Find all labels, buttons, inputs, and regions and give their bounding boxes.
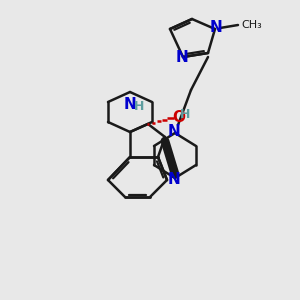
Text: N: N (168, 124, 180, 139)
Text: N: N (210, 20, 222, 35)
Text: O: O (172, 110, 185, 124)
Text: N: N (168, 172, 180, 188)
Text: N: N (124, 97, 136, 112)
Text: CH₃: CH₃ (241, 20, 262, 30)
Text: N: N (176, 50, 188, 65)
Text: H: H (180, 107, 190, 121)
Text: H: H (134, 100, 144, 113)
